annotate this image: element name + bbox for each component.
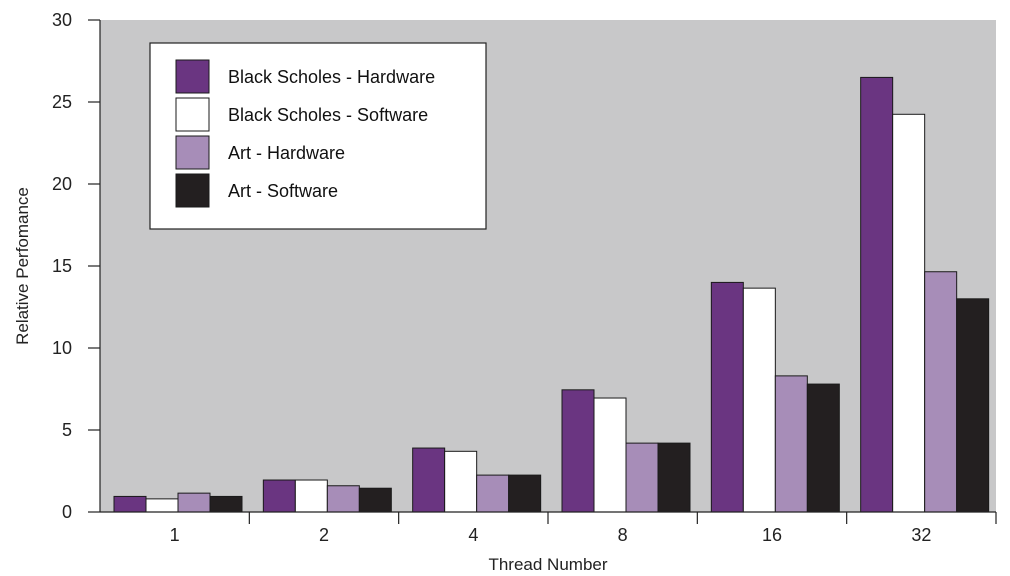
bar-art-hardware-32 (924, 271, 958, 513)
legend-label: Black Scholes - Software (228, 105, 428, 125)
y-axis-title: Relative Perfomance (13, 187, 32, 345)
bar-art-hardware-8 (625, 442, 659, 513)
bar-black-scholes-software-8 (593, 397, 627, 513)
y-tick-label: 5 (62, 420, 72, 440)
legend-label: Black Scholes - Hardware (228, 67, 435, 87)
legend-label: Art - Software (228, 181, 338, 201)
legend: Black Scholes - Hardware Black Scholes - … (149, 42, 487, 230)
x-axis-title: Thread Number (488, 555, 607, 574)
legend-swatch (175, 135, 210, 170)
bar-black-scholes-hardware-4 (412, 447, 446, 513)
bar-black-scholes-hardware-2 (262, 479, 296, 513)
x-tick-label: 2 (319, 525, 329, 545)
y-tick-label: 30 (52, 10, 72, 30)
bar-art-software-1 (209, 495, 243, 513)
bar-art-hardware-16 (774, 375, 808, 513)
bar-black-scholes-hardware-16 (710, 281, 744, 513)
legend-swatch (175, 97, 210, 132)
bar-art-hardware-1 (177, 492, 211, 513)
x-tick-label: 1 (170, 525, 180, 545)
bar-black-scholes-software-4 (444, 450, 478, 513)
x-tick-label: 4 (468, 525, 478, 545)
bar-black-scholes-hardware-1 (113, 495, 147, 513)
bar-art-software-4 (508, 474, 542, 513)
bar-art-software-32 (956, 298, 990, 513)
bar-art-software-16 (806, 383, 840, 513)
y-tick-label: 15 (52, 256, 72, 276)
y-tick-labels: 0 5 10 15 20 25 30 (52, 10, 72, 522)
x-tick-label: 16 (762, 525, 782, 545)
bar-black-scholes-software-2 (294, 479, 328, 513)
x-tick-labels: 1 2 4 8 16 32 (170, 525, 932, 545)
bar-black-scholes-hardware-32 (860, 76, 894, 513)
bar-black-scholes-software-1 (145, 498, 179, 513)
bar-art-hardware-2 (326, 485, 360, 513)
y-tick-label: 10 (52, 338, 72, 358)
legend-swatch (175, 173, 210, 208)
x-tick-label: 8 (618, 525, 628, 545)
bar-black-scholes-software-16 (742, 287, 776, 513)
bar-art-software-2 (358, 487, 392, 513)
legend-swatch (175, 59, 210, 94)
bar-art-software-8 (657, 442, 691, 513)
bars-group (113, 76, 990, 513)
y-tick-label: 25 (52, 92, 72, 112)
y-tick-label: 20 (52, 174, 72, 194)
y-tick-label: 0 (62, 502, 72, 522)
bar-art-hardware-4 (476, 474, 510, 513)
bar-black-scholes-hardware-8 (561, 389, 595, 513)
legend-label: Art - Hardware (228, 143, 345, 163)
bar-black-scholes-software-32 (892, 113, 926, 513)
x-tick-label: 32 (911, 525, 931, 545)
axes-group (88, 19, 997, 524)
